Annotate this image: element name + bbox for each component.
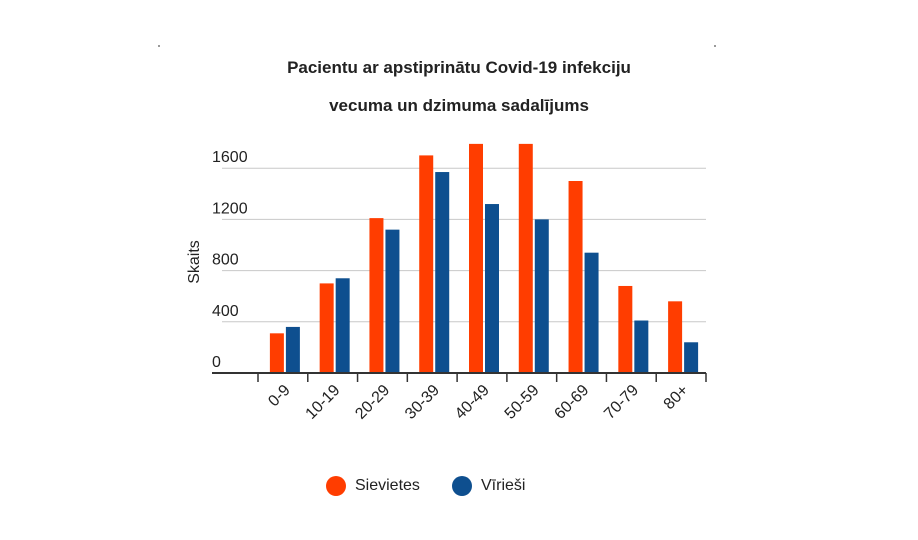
y-tick-label: 400 xyxy=(212,303,239,320)
x-tick-label: 20-29 xyxy=(352,382,393,423)
chart-title: Pacientu ar apstiprinātu Covid-19 infekc… xyxy=(287,58,631,77)
x-tick-label: 80+ xyxy=(661,382,692,413)
corner-mark xyxy=(158,45,160,47)
legend-label-sievietes: Sievietes xyxy=(355,477,420,494)
bar-sievietes xyxy=(269,333,284,373)
bar-sievietes xyxy=(369,218,384,373)
bar-virieshi xyxy=(684,342,699,373)
bar-virieshi xyxy=(634,320,649,373)
bar-sievietes xyxy=(568,181,583,373)
bar-sievietes xyxy=(618,285,633,373)
y-tick-label: 0 xyxy=(212,354,221,371)
bar-virieshi xyxy=(584,252,599,373)
y-tick-label: 1200 xyxy=(212,200,248,217)
bar-virieshi xyxy=(435,172,450,373)
bar-virieshi xyxy=(534,219,549,373)
y-axis-label: Skaits xyxy=(186,240,203,284)
bar-sievietes xyxy=(469,143,483,373)
bar-sievietes xyxy=(518,143,533,373)
bar-sievietes xyxy=(668,301,683,373)
bar-virieshi xyxy=(385,229,400,373)
x-tick-label: 30-39 xyxy=(402,382,443,423)
legend-label-virieshi: Vīrieši xyxy=(481,477,526,494)
bar-virieshi xyxy=(335,278,350,373)
x-tick-label: 40-49 xyxy=(452,382,493,423)
legend-item-sievietes: Sievietes xyxy=(326,476,420,496)
legend-swatch-sievietes xyxy=(326,476,346,496)
bar-sievietes xyxy=(319,283,334,373)
x-tick-label: 0-9 xyxy=(265,382,293,410)
legend-swatch-virieshi xyxy=(452,476,472,496)
corner-mark xyxy=(714,45,716,47)
bar-sievietes xyxy=(419,155,434,373)
x-tick-label: 50-59 xyxy=(502,382,543,423)
y-tick-label: 800 xyxy=(212,252,239,269)
x-tick-label: 70-79 xyxy=(601,382,642,423)
chart-subtitle: vecuma un dzimuma sadalījums xyxy=(329,96,589,115)
x-tick-label: 60-69 xyxy=(551,382,592,423)
bar-virieshi xyxy=(485,204,499,373)
x-tick-label: 10-19 xyxy=(303,382,344,423)
chart-legend: Sievietes Vīrieši xyxy=(0,476,918,500)
y-tick-label: 1600 xyxy=(212,149,248,166)
bar-virieshi xyxy=(285,326,300,373)
legend-item-virieshi: Vīrieši xyxy=(452,476,525,496)
